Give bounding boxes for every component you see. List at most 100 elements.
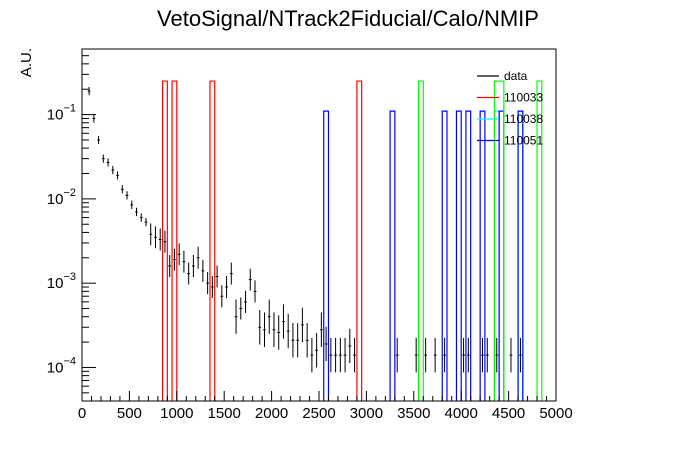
histogram-bar (209, 80, 216, 401)
data-point (258, 310, 262, 345)
data-point (485, 337, 489, 373)
data-point (125, 191, 129, 200)
data-point (282, 304, 285, 339)
data-point (120, 185, 124, 194)
x-tick-label: 4000 (445, 405, 478, 422)
y-tick-label: 10−2 (47, 187, 76, 208)
data-point (206, 272, 209, 295)
legend-label: 110033 (504, 91, 543, 105)
data-point (187, 262, 191, 285)
data-point (329, 337, 333, 373)
y-axis-label: A.U. (18, 48, 35, 77)
data-point (173, 248, 176, 271)
y-tick-label: 10−1 (47, 103, 76, 124)
chart-title: VetoSignal/NTrack2Fiducial/Calo/NMIP (157, 6, 539, 31)
data-point (111, 165, 115, 175)
histogram-bar (536, 80, 543, 401)
data-point (296, 323, 300, 358)
legend: data 110033 110038 110051 (477, 69, 543, 148)
histogram-bars (161, 80, 543, 401)
data-point (424, 337, 428, 373)
histogram-bar (498, 110, 505, 401)
data-point (220, 285, 224, 308)
data-point (116, 171, 119, 180)
axes: 0 500 1000 1500 2000 2500 3000 3500 4000 4500 5000… (47, 55, 573, 422)
data-point (101, 154, 105, 163)
data-point (154, 226, 157, 249)
x-tick-label: 1500 (208, 405, 241, 422)
y-tick-label: 10−4 (47, 355, 76, 376)
data-point (433, 337, 437, 373)
x-tick-label: 2000 (255, 405, 288, 422)
data-point (253, 280, 257, 303)
data-point (267, 299, 271, 334)
histogram-bar (493, 80, 505, 401)
histogram-bar (441, 110, 448, 401)
data-point (338, 337, 342, 373)
histogram-bar (356, 80, 363, 401)
data-point (144, 217, 148, 227)
data-point (158, 228, 162, 251)
data-point (215, 265, 219, 288)
data-point (210, 276, 214, 299)
data-point (87, 86, 91, 96)
data-point (248, 268, 252, 291)
x-tick-label: 2500 (302, 405, 335, 422)
x-tick-label: 4500 (492, 405, 525, 422)
data-point (286, 313, 290, 349)
histogram-bar (465, 110, 472, 401)
x-tick-label: 500 (117, 405, 142, 422)
data-point (519, 337, 522, 373)
data-point (163, 230, 167, 253)
data-point (301, 307, 304, 343)
data-point (414, 337, 418, 373)
data-point (443, 337, 446, 373)
data-point (97, 135, 100, 145)
x-tick-label: 3500 (397, 405, 430, 422)
data-point (135, 207, 138, 217)
data-point (509, 337, 513, 373)
data-point (244, 290, 247, 313)
data-point (348, 328, 352, 364)
data-point (324, 326, 328, 362)
data-point (353, 337, 356, 373)
legend-label: 110051 (504, 134, 543, 148)
data-point (343, 337, 347, 373)
x-tick-label: 5000 (539, 405, 572, 422)
x-tick-label: 1000 (160, 405, 193, 422)
data-point (263, 312, 266, 347)
data-point (239, 297, 243, 320)
x-tick-label: 3000 (350, 405, 383, 422)
histogram-bar (171, 80, 178, 401)
data-point (495, 337, 499, 373)
histogram-bar (389, 110, 396, 401)
histogram-bar (161, 80, 168, 401)
legend-label: data (504, 69, 528, 83)
data-point (481, 337, 484, 373)
data-point (234, 299, 238, 334)
data-point (106, 158, 110, 167)
data-point (229, 262, 233, 285)
data-point (168, 254, 172, 277)
legend-label: 110038 (504, 112, 543, 126)
data-point (192, 254, 195, 277)
histogram-bar (517, 110, 524, 401)
data-point (334, 337, 337, 373)
histogram-bar (455, 110, 462, 401)
data-point (225, 276, 228, 299)
data-point (196, 246, 200, 269)
data-point (272, 312, 276, 347)
x-tick-label: 0 (78, 405, 86, 422)
data-point (305, 323, 309, 358)
data-points (87, 86, 522, 373)
data-point (310, 337, 314, 373)
y-tick-label: 10−3 (47, 271, 76, 292)
data-point (182, 250, 186, 273)
data-point (462, 337, 465, 373)
data-point (315, 333, 318, 368)
data-point (130, 200, 134, 209)
data-point (201, 259, 205, 282)
data-point (277, 315, 281, 350)
data-point (320, 312, 323, 347)
